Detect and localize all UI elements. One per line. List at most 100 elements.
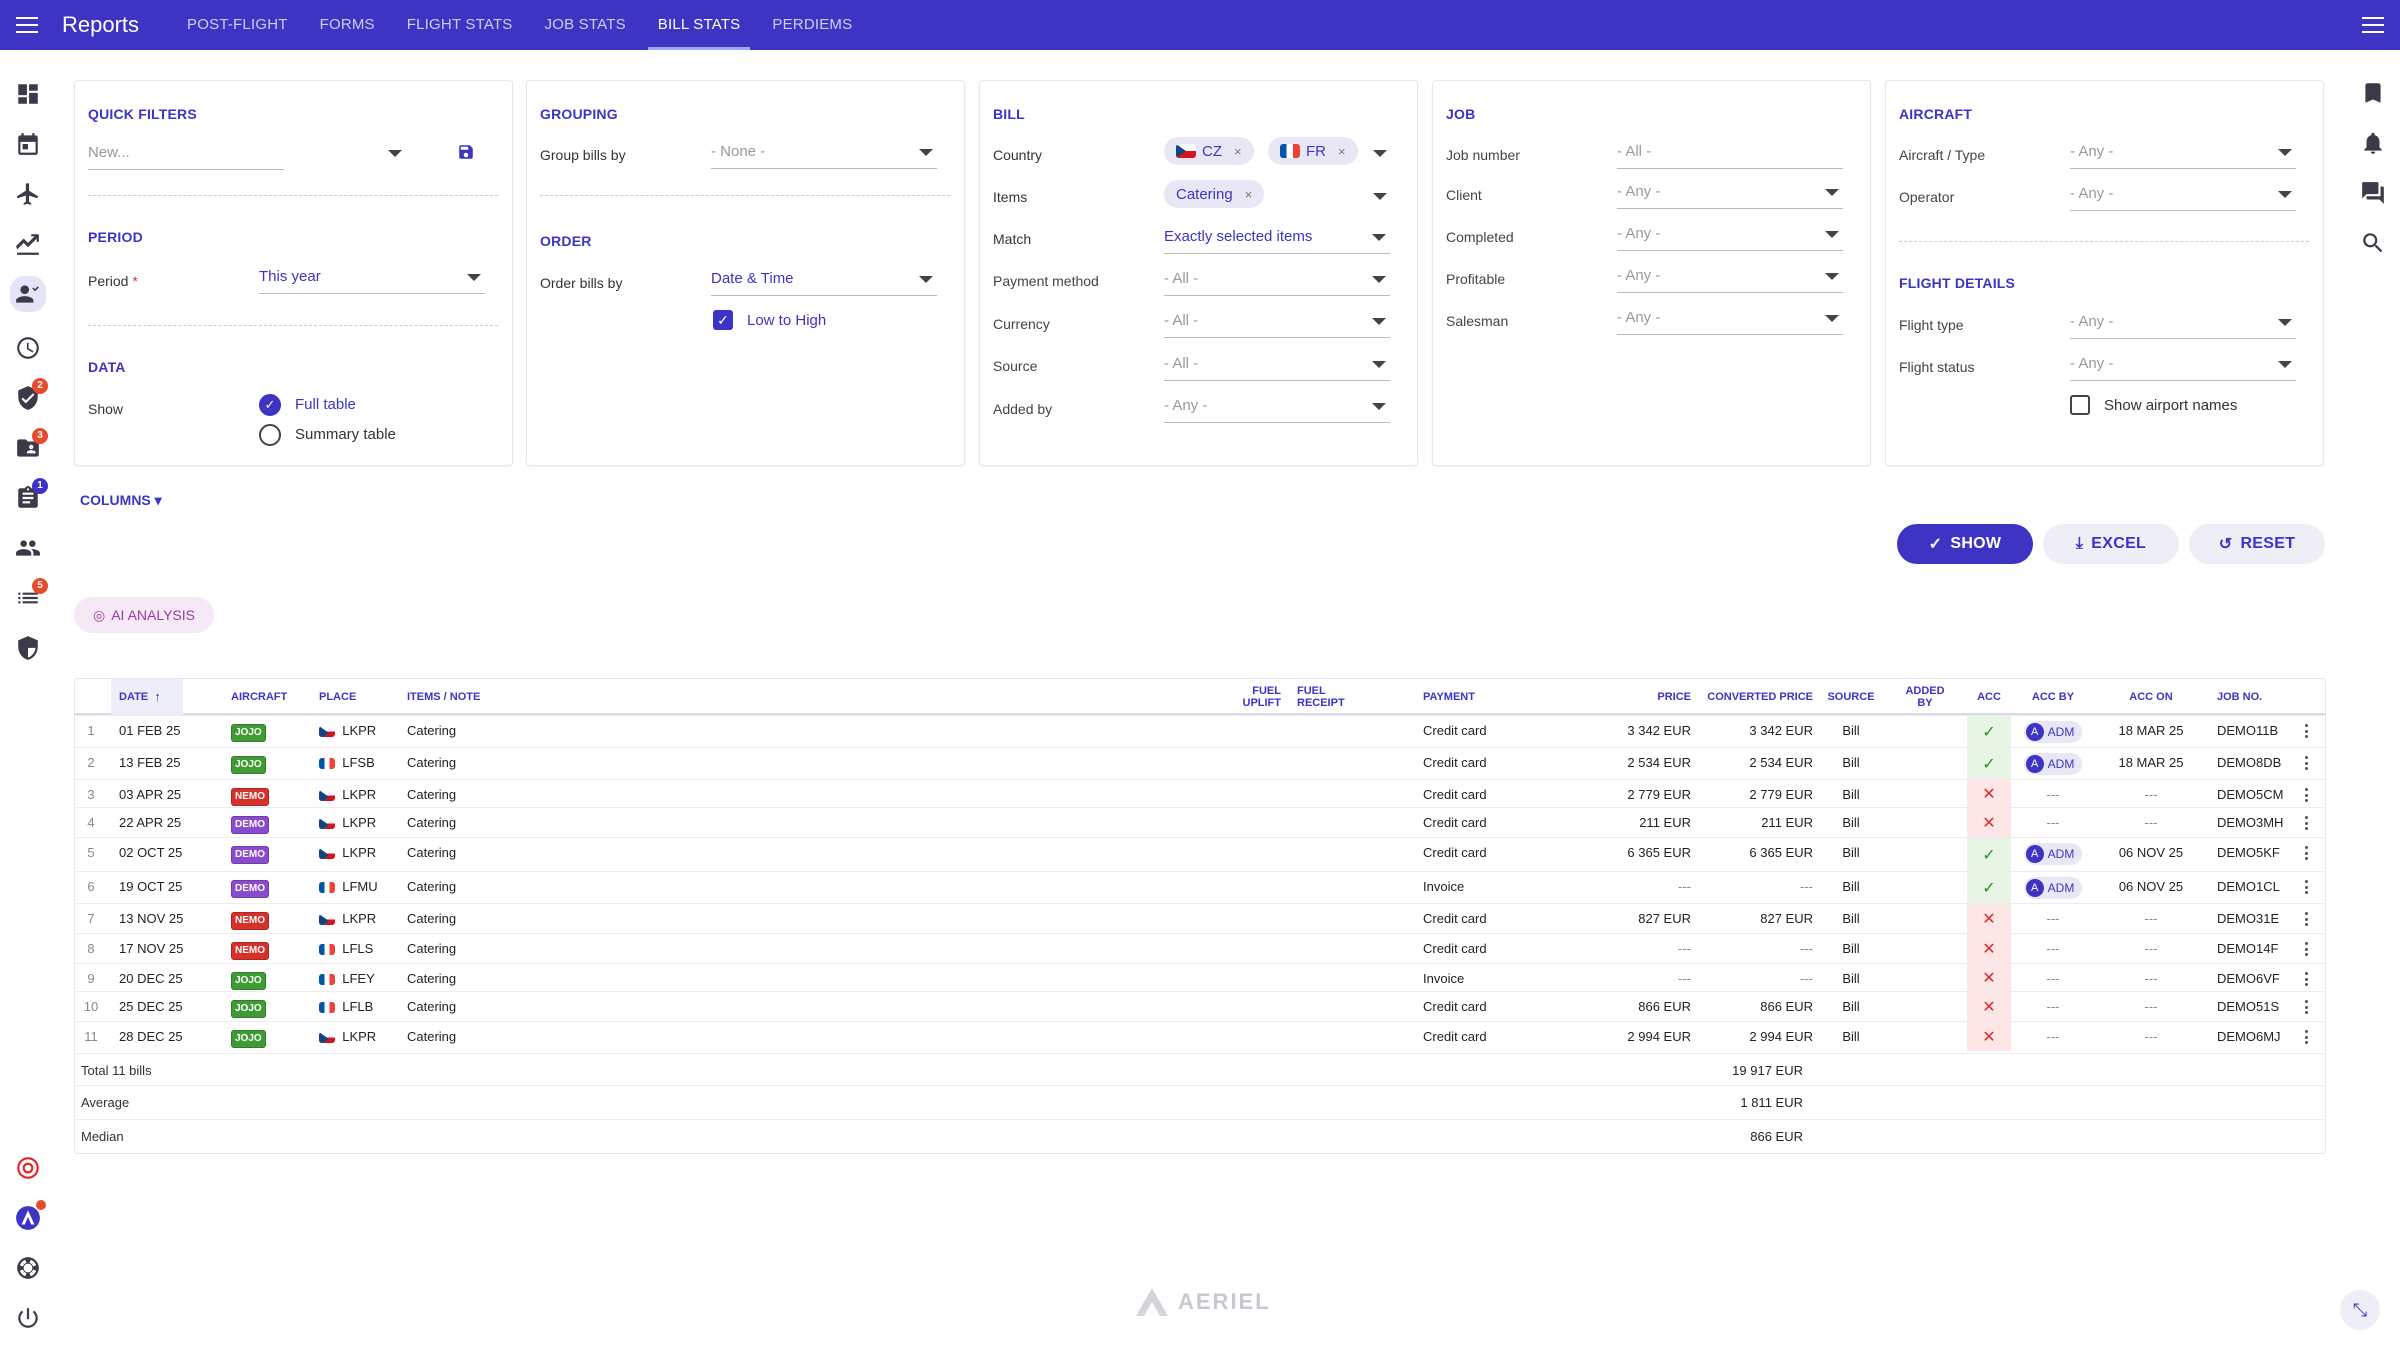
group-bills-select[interactable]: - None - [711,137,937,169]
reset-button[interactable]: ↺ RESET [2189,524,2325,564]
col-fuel-receipt[interactable]: FUEL RECEIPT [1297,685,1345,709]
table-row[interactable]: 11 28 DEC 25 JOJO LKPR Catering Credit c… [75,1021,2325,1051]
row-menu-icon[interactable] [2305,724,2309,738]
row-job-no[interactable]: DEMO11B [2217,723,2279,738]
accepted-check-icon[interactable]: ✓ [1967,838,2011,871]
tab-forms[interactable]: FORMS [319,16,375,33]
calendar-icon[interactable] [14,130,42,158]
row-job-no[interactable]: DEMO6MJ [2217,1029,2281,1044]
table-row[interactable]: 2 13 FEB 25 JOJO LFSB Catering Credit ca… [75,747,2325,779]
search-icon[interactable] [2360,230,2388,258]
col-source[interactable]: SOURCE [1827,691,1875,703]
row-menu-icon[interactable] [2305,880,2309,894]
accepted-check-icon[interactable]: ✓ [1967,748,2011,779]
summary-table-label[interactable]: Summary table [295,426,396,443]
airport-names-checkbox[interactable] [2070,395,2090,415]
menu-icon[interactable] [16,17,38,33]
right-menu-icon[interactable] [2362,17,2384,33]
show-button[interactable]: ✓ SHOW [1897,524,2033,564]
table-row[interactable]: 5 02 OCT 25 DEMO LKPR Catering Credit ca… [75,837,2325,871]
row-menu-icon[interactable] [2305,1030,2309,1044]
job-number-input[interactable]: - All - [1617,137,1843,169]
salesman-select[interactable]: - Any - [1617,303,1843,335]
full-table-radio[interactable]: ✓ [259,394,281,416]
col-converted-price[interactable]: CONVERTED PRICE [1707,691,1813,703]
table-row[interactable]: 1 01 FEB 25 JOJO LKPR Catering Credit ca… [75,715,2325,747]
row-menu-icon[interactable] [2305,756,2309,770]
row-menu-icon[interactable] [2305,788,2309,802]
row-job-no[interactable]: DEMO5KF [2217,845,2280,860]
remove-icon[interactable]: × [1234,143,1242,159]
flight-status-select[interactable]: - Any - [2070,349,2296,381]
reports-icon[interactable] [10,276,46,312]
rejected-x-icon[interactable]: ✕ [1967,808,2011,837]
summary-table-radio[interactable] [259,424,281,446]
tab-bill-stats[interactable]: BILL STATS [647,0,751,50]
aeriel-account-icon[interactable] [14,1200,46,1232]
help-lifebuoy-icon[interactable] [14,1254,42,1282]
tab-post-flight[interactable]: POST-FLIGHT [187,16,288,33]
table-row[interactable]: 3 03 APR 25 NEMO LKPR Catering Credit ca… [75,779,2325,807]
table-row[interactable]: 7 13 NOV 25 NEMO LKPR Catering Credit ca… [75,903,2325,933]
col-added-by[interactable]: ADDED BY [1905,685,1945,709]
tab-perdiems[interactable]: PERDIEMS [772,16,853,33]
row-job-no[interactable]: DEMO1CL [2217,879,2280,894]
row-job-no[interactable]: DEMO51S [2217,999,2280,1014]
remove-icon[interactable]: × [1338,143,1346,159]
rejected-x-icon[interactable]: ✕ [1967,1022,2011,1051]
row-job-no[interactable]: DEMO14F [2217,941,2279,956]
list-icon[interactable]: 5 [14,578,48,612]
power-target-icon[interactable] [14,1154,42,1182]
row-job-no[interactable]: DEMO3MH [2217,815,2284,830]
client-select[interactable]: - Any - [1617,177,1843,209]
country-chip-fr[interactable]: FR × [1268,137,1358,165]
table-row[interactable]: 4 22 APR 25 DEMO LKPR Catering Credit ca… [75,807,2325,837]
col-payment[interactable]: PAYMENT [1423,691,1475,703]
order-bills-select[interactable]: Date & Time [711,264,937,296]
chat-icon[interactable] [2360,180,2388,208]
shield-check-icon[interactable]: 2 [14,378,48,412]
row-menu-icon[interactable] [2305,1000,2309,1014]
table-row[interactable]: 6 19 OCT 25 DEMO LFMU Catering Invoice -… [75,871,2325,903]
col-place[interactable]: PLACE [319,691,357,703]
row-job-no[interactable]: DEMO8DB [2217,755,2282,770]
currency-select[interactable]: - All - [1164,306,1390,338]
col-fuel-uplift[interactable]: FUEL UPLIFT [1242,685,1282,709]
accepted-check-icon[interactable]: ✓ [1967,716,2011,747]
tab-job-stats[interactable]: JOB STATS [544,16,626,33]
table-row[interactable]: 8 17 NOV 25 NEMO LFLS Catering Credit ca… [75,933,2325,963]
bookmark-icon[interactable] [2360,80,2388,108]
security-icon[interactable] [14,634,42,662]
collapse-fab[interactable]: ⤡ [2340,1290,2380,1330]
columns-toggle[interactable]: COLUMNS ▾ [80,492,162,508]
people-icon[interactable] [14,534,42,562]
aircraft-type-select[interactable]: - Any - [2070,137,2296,169]
folder-user-icon[interactable]: 3 [14,428,48,462]
row-menu-icon[interactable] [2305,942,2309,956]
airport-names-label[interactable]: Show airport names [2104,397,2238,414]
bell-icon[interactable] [2360,130,2388,158]
col-job-no[interactable]: JOB NO. [2217,691,2263,703]
power-icon[interactable] [14,1304,42,1332]
added-by-select[interactable]: - Any - [1164,391,1390,423]
rejected-x-icon[interactable]: ✕ [1967,904,2011,933]
row-menu-icon[interactable] [2305,972,2309,986]
row-menu-icon[interactable] [2305,816,2309,830]
row-job-no[interactable]: DEMO31E [2217,911,2280,926]
airplane-icon[interactable] [14,180,42,208]
items-caret-icon[interactable] [1373,193,1387,200]
full-table-label[interactable]: Full table [295,396,356,413]
rejected-x-icon[interactable]: ✕ [1967,780,2011,807]
excel-button[interactable]: ⤓ EXCEL [2043,524,2179,564]
col-items[interactable]: ITEMS / NOTE [407,691,481,703]
payment-method-select[interactable]: - All - [1164,264,1390,296]
table-row[interactable]: 9 20 DEC 25 JOJO LFEY Catering Invoice -… [75,963,2325,991]
row-job-no[interactable]: DEMO5CM [2217,787,2284,802]
completed-select[interactable]: - Any - [1617,219,1843,251]
match-select[interactable]: Exactly selected items [1164,222,1390,254]
low-to-high-checkbox[interactable]: ✓ [713,310,733,330]
table-row[interactable]: 10 25 DEC 25 JOJO LFLB Catering Credit c… [75,991,2325,1021]
route-icon[interactable] [14,230,42,258]
clock-icon[interactable] [14,334,42,362]
col-date[interactable]: DATE ↑ [119,689,161,704]
